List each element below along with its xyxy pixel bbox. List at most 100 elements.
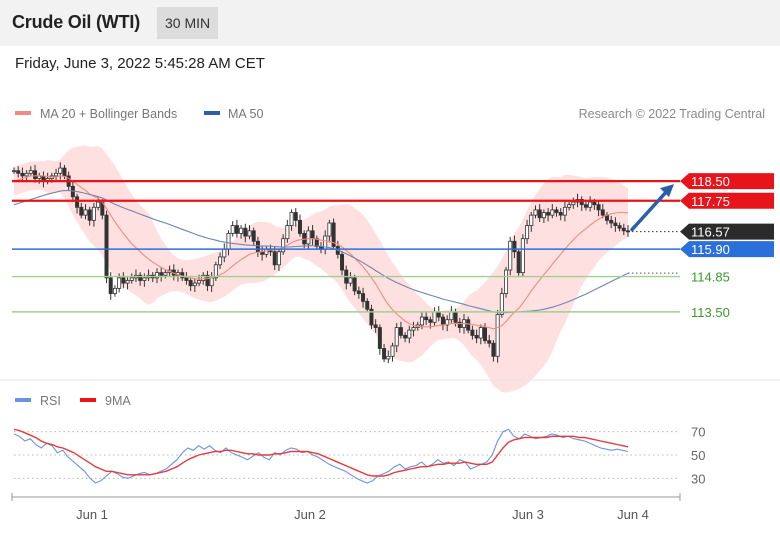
candle-body <box>281 238 286 253</box>
candle-body <box>428 319 433 323</box>
candle-body <box>306 230 311 245</box>
x-tick-label: Jun 4 <box>617 507 649 522</box>
candle-body <box>369 308 374 326</box>
candle-body <box>218 256 223 266</box>
candle-body <box>87 209 92 221</box>
candle-body <box>377 327 382 349</box>
x-tick-label: Jun 2 <box>294 507 326 522</box>
candle-body <box>28 170 33 174</box>
candle-body <box>449 311 454 321</box>
ma20-legend-label: MA 20 + Bollinger Bands <box>40 107 177 121</box>
candle-body <box>96 201 101 208</box>
candle-body <box>356 290 361 294</box>
candle-body <box>108 277 113 294</box>
level-tag-118.50 <box>680 173 774 190</box>
candle-body <box>129 277 134 281</box>
candle-body <box>466 319 471 331</box>
candle-body <box>365 301 370 310</box>
candle-body <box>554 209 559 213</box>
candle-body <box>386 355 391 360</box>
rsi-tick-label-50: 50 <box>691 448 705 463</box>
candle-body <box>138 274 143 281</box>
candle-body <box>440 316 445 326</box>
header-bar: Crude Oil (WTI) 30 MIN <box>0 0 780 46</box>
ma50-legend-label: MA 50 <box>228 107 263 121</box>
candle-body <box>558 212 563 216</box>
candle-body <box>436 311 441 318</box>
candle-body <box>37 175 42 179</box>
rsi-legend-swatch <box>15 398 31 402</box>
candle-body <box>75 196 80 208</box>
candle-body <box>285 225 290 240</box>
candle-body <box>474 334 479 339</box>
candle-body <box>297 219 302 234</box>
candle-body <box>546 212 551 216</box>
candle-body <box>58 167 63 174</box>
candle-body <box>159 272 164 276</box>
candle-body <box>562 206 567 216</box>
candle-body <box>411 327 416 331</box>
level-tag-115.90 <box>680 241 774 258</box>
candle-body <box>251 230 256 242</box>
candle-body <box>104 214 109 279</box>
candle-body <box>289 212 294 226</box>
candle-body <box>293 212 298 221</box>
candle-body <box>470 329 475 336</box>
candle-body <box>121 277 126 284</box>
ma20-legend-swatch <box>15 111 31 115</box>
candle-body <box>516 251 521 274</box>
x-tick-label: Jun 1 <box>76 507 108 522</box>
candle-body <box>508 240 513 271</box>
rsi-tick-label-70: 70 <box>691 425 705 440</box>
candle-body <box>205 274 210 287</box>
rsi-tick-label-30: 30 <box>691 471 705 486</box>
forecast-arrow-head <box>660 184 674 198</box>
level-label-115.90: 115.90 <box>691 242 730 257</box>
candle-body <box>197 280 202 284</box>
interval-button[interactable]: 30 MIN <box>157 7 219 39</box>
candle-body <box>11 170 16 173</box>
candle-body <box>340 253 345 271</box>
candle-body <box>276 251 281 266</box>
candle-body <box>243 227 248 237</box>
candle-body <box>255 240 260 253</box>
rsi-ma-legend-swatch <box>80 398 96 402</box>
rsi-ma-legend-label: 9MA <box>105 394 131 408</box>
candle-body <box>33 170 38 179</box>
candle-body <box>537 209 542 219</box>
candle-body <box>79 206 84 216</box>
main-plot-area <box>11 145 631 393</box>
x-tick-label: Jun 3 <box>512 507 544 522</box>
candle-body <box>495 314 500 357</box>
candle-body <box>112 287 117 294</box>
candle-body <box>398 327 403 336</box>
candle-body <box>163 272 168 276</box>
candle-body <box>117 277 122 289</box>
candle-body <box>83 209 88 216</box>
candle-body <box>621 227 626 232</box>
candle-body <box>91 206 96 221</box>
rsi-ma-line <box>13 428 629 477</box>
price-levels: 118.50 117.75 115.90 114.85 113.50 116.57 <box>12 173 774 320</box>
candle-body <box>209 277 214 287</box>
candle-body <box>512 240 517 253</box>
candle-body <box>331 222 336 247</box>
level-label-114.85: 114.85 <box>691 270 730 285</box>
candle-body <box>154 272 159 279</box>
timestamp: Friday, June 3, 2022 5:45:28 AM CET <box>15 55 265 72</box>
level-label-118.50: 118.50 <box>691 174 730 189</box>
candle-body <box>525 225 530 240</box>
candle-body <box>125 280 130 284</box>
rsi-legend-label: RSI <box>40 394 61 408</box>
candle-body <box>588 201 593 208</box>
candle-body <box>424 316 429 321</box>
candle-body <box>239 227 244 234</box>
candle-body <box>453 311 458 323</box>
level-tag-117.75 <box>680 192 774 209</box>
candle-body <box>54 172 59 177</box>
candle-body <box>142 277 147 281</box>
last-price-label: 116.57 <box>691 225 730 240</box>
candle-body <box>592 201 597 206</box>
candle-body <box>491 342 496 357</box>
